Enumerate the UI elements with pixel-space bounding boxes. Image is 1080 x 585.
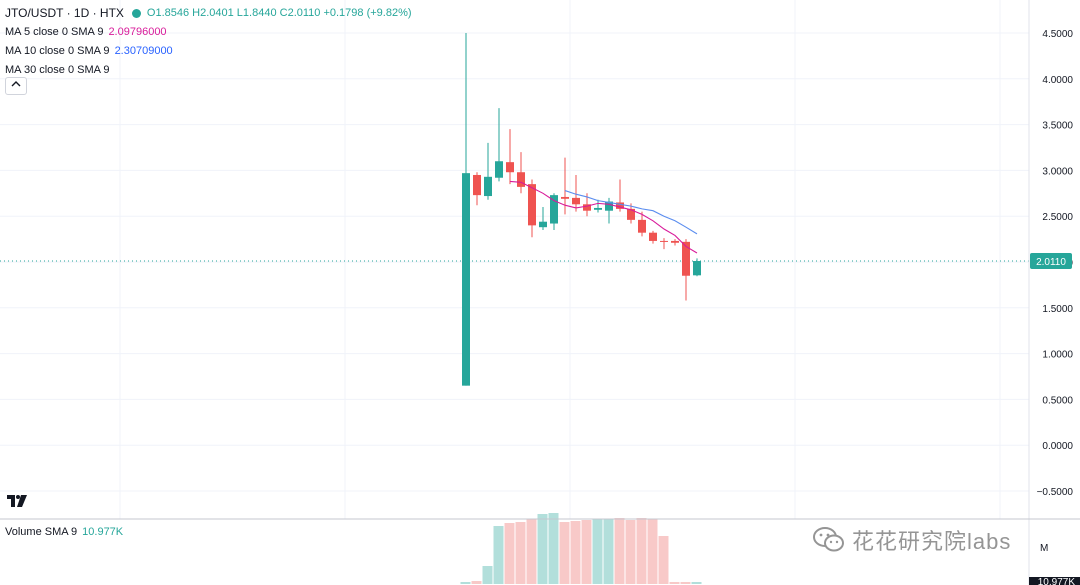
candle-body xyxy=(693,260,701,276)
ohlc-values: O1.8546 H2.0401 L1.8440 C2.0110 +0.1798 … xyxy=(146,7,412,19)
market-status-dot xyxy=(131,9,141,18)
indicator-value: 2.30709000 xyxy=(114,45,173,57)
last-price-label-bg xyxy=(1030,252,1072,269)
candle-body xyxy=(616,202,624,209)
price-tick-label: 2.5000 xyxy=(1042,212,1073,223)
candle-body xyxy=(572,197,580,205)
indicator-label: MA 10 close 0 SMA 9 xyxy=(5,45,110,57)
candle-body xyxy=(550,195,558,224)
indicator-value: 2.09796000 xyxy=(108,26,167,38)
candle-body xyxy=(671,240,679,243)
candle-body xyxy=(495,161,503,178)
candle-body xyxy=(660,240,668,242)
volume-bar xyxy=(581,520,592,584)
volume-bar xyxy=(471,581,482,584)
candle-body xyxy=(561,196,569,199)
candle-body xyxy=(528,184,536,226)
price-tick-label: 1.5000 xyxy=(1042,304,1073,315)
wechat-icon xyxy=(813,527,844,552)
moving-averages xyxy=(509,180,698,254)
price-axis[interactable]: 4.50004.00003.50003.00002.50002.00001.50… xyxy=(1030,29,1073,498)
price-tick-label: 0.0000 xyxy=(1042,441,1073,452)
volume-bar xyxy=(460,582,471,584)
ma10-line xyxy=(564,190,698,235)
indicator-label: MA 30 close 0 SMA 9 xyxy=(5,64,110,76)
price-tick-label: 4.5000 xyxy=(1042,29,1073,40)
volume-bar xyxy=(493,526,504,584)
volume-legend[interactable]: Volume SMA 9 10.977K xyxy=(5,526,123,538)
volume-axis-label-bg xyxy=(1029,577,1080,585)
volume-bar xyxy=(647,519,658,584)
price-tick-label: 3.0000 xyxy=(1042,166,1073,177)
volume-bar xyxy=(537,514,548,584)
indicator-ma10[interactable]: MA 10 close 0 SMA 9 2.30709000 xyxy=(5,42,412,61)
legend-collapse-button[interactable] xyxy=(5,77,27,95)
last-price-label: 2.0110 xyxy=(1036,257,1066,268)
grid-lines xyxy=(0,0,1029,519)
indicator-ma5[interactable]: MA 5 close 0 SMA 9 2.09796000 xyxy=(5,23,412,42)
candle-body xyxy=(638,219,646,233)
volume-bar xyxy=(559,522,570,584)
volume-bar xyxy=(592,519,603,584)
candles xyxy=(462,33,701,386)
indicator-label: MA 5 close 0 SMA 9 xyxy=(5,26,104,38)
volume-bar xyxy=(614,518,625,584)
volume-bar xyxy=(691,582,702,584)
candle-body xyxy=(649,232,657,241)
candle-body xyxy=(506,162,514,173)
volume-bar xyxy=(515,522,526,584)
price-tick-label: −0.5000 xyxy=(1037,487,1074,498)
price-tick-label: 1.0000 xyxy=(1042,350,1073,361)
volume-bars xyxy=(460,513,702,584)
volume-bar xyxy=(570,521,581,584)
volume-bar xyxy=(636,518,647,584)
indicator-ma30[interactable]: MA 30 close 0 SMA 9 xyxy=(5,61,412,80)
volume-axis-top-label: M xyxy=(1040,543,1048,554)
volume-bar xyxy=(603,519,614,584)
volume-bar xyxy=(482,566,493,584)
volume-bar xyxy=(680,582,691,584)
candle-body xyxy=(594,207,602,210)
ma5-line xyxy=(509,180,698,254)
candle-body xyxy=(682,241,690,276)
candle-body xyxy=(484,176,492,197)
price-tick-label: 3.5000 xyxy=(1042,121,1073,132)
volume-bar xyxy=(526,519,537,584)
watermark: 花花研究院labs xyxy=(812,524,1011,556)
candle-body xyxy=(583,204,591,211)
price-tick-label: 4.0000 xyxy=(1042,75,1073,86)
volume-bar xyxy=(504,523,515,584)
volume-bar xyxy=(625,520,636,584)
candle-body xyxy=(517,172,525,187)
chart-legend: JTO/USDT · 1D · HTX O1.8546 H2.0401 L1.8… xyxy=(5,4,412,80)
symbol-row[interactable]: JTO/USDT · 1D · HTX O1.8546 H2.0401 L1.8… xyxy=(5,4,412,23)
volume-bar xyxy=(669,582,680,584)
candle-body xyxy=(605,201,613,211)
volume-bar xyxy=(658,536,669,584)
symbol-title[interactable]: JTO/USDT · 1D · HTX xyxy=(5,6,124,20)
candle-body xyxy=(462,173,470,386)
volume-axis-bottom-label: 10.977K xyxy=(1038,577,1076,585)
candle-body xyxy=(539,221,547,228)
candle-body xyxy=(473,174,481,196)
price-tick-label: 0.5000 xyxy=(1042,395,1073,406)
chevron-up-icon xyxy=(11,81,21,87)
tradingview-logo-icon[interactable] xyxy=(6,492,28,510)
candle-body xyxy=(627,208,635,220)
volume-bar xyxy=(548,513,559,584)
volume-value: 10.977K xyxy=(82,526,124,538)
volume-label: Volume SMA 9 xyxy=(5,526,78,538)
watermark-text: 花花研究院labs xyxy=(852,529,1012,554)
